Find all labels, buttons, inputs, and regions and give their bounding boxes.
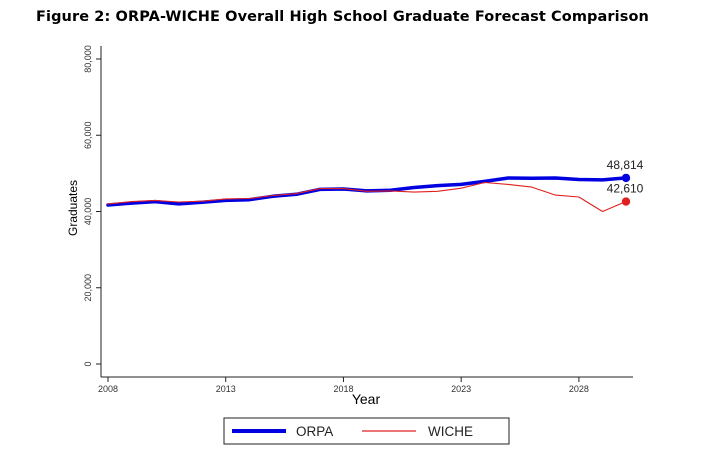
x-tick-label: 2008	[98, 384, 118, 394]
legend-label-orpa: ORPA	[296, 424, 333, 439]
x-tick-label: 2028	[569, 384, 589, 394]
y-axis-title: Graduates	[66, 180, 80, 236]
plot-area	[100, 45, 634, 378]
end-label-orpa: 48,814	[607, 158, 644, 172]
legend-label-wiche: WICHE	[428, 424, 473, 439]
figure-title: Figure 2: ORPA-WICHE Overall High School…	[36, 9, 649, 25]
y-tick-label: 60,000	[83, 121, 93, 149]
legend: ORPA WICHE	[223, 417, 510, 445]
end-label-wiche: 42,610	[607, 182, 644, 196]
y-axis-ticks: 0 20,000 40,000 60,000 80,000	[83, 45, 101, 367]
y-tick-label: 20,000	[83, 274, 93, 302]
x-axis-ticks: 2008 2013 2018 2023 2028	[98, 377, 589, 394]
series-line-wiche	[107, 181, 627, 213]
series-layer: 48,814 42,610	[106, 158, 644, 213]
x-axis-title: Year	[352, 391, 381, 407]
x-tick-label: 2023	[451, 384, 471, 394]
x-tick-label: 2018	[333, 384, 353, 394]
x-tick-label: 2013	[216, 384, 236, 394]
end-point-orpa	[621, 173, 631, 183]
end-point-wiche	[621, 197, 631, 206]
y-tick-label: 80,000	[83, 45, 93, 73]
y-tick-label: 0	[83, 361, 93, 366]
y-tick-label: 40,000	[83, 198, 93, 226]
